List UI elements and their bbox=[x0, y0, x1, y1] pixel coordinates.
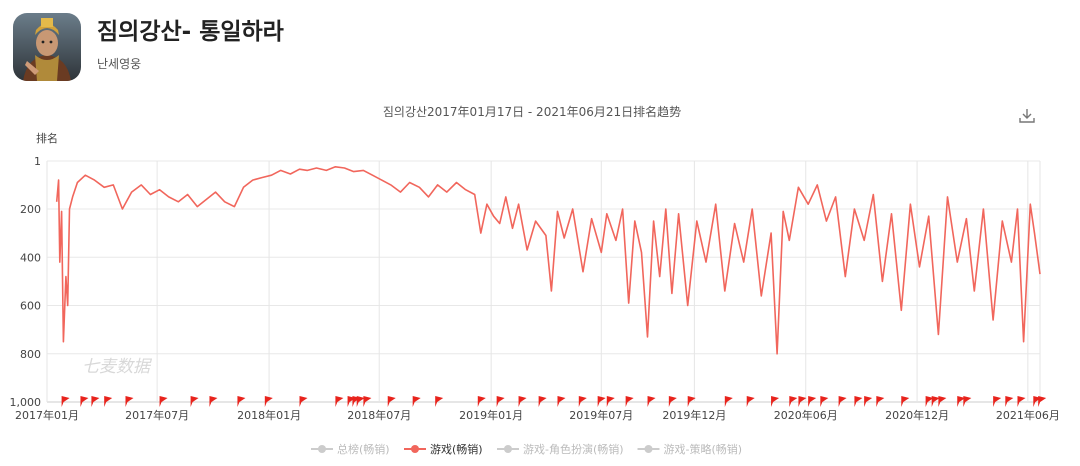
event-flag-icon bbox=[864, 396, 873, 407]
event-flag-icon bbox=[668, 396, 677, 407]
event-flag-icon bbox=[647, 396, 656, 407]
legend-swatch-dot bbox=[644, 445, 653, 453]
warrior-portrait-icon bbox=[13, 13, 81, 81]
y-tick-label: 400 bbox=[20, 251, 41, 264]
x-tick-label: 2019年12月 bbox=[662, 408, 726, 422]
event-flag-icon bbox=[625, 396, 634, 407]
event-flag-icon bbox=[1005, 396, 1014, 407]
event-flag-icon bbox=[1017, 396, 1026, 407]
event-flag-icon bbox=[518, 396, 527, 407]
event-flag-icon bbox=[854, 396, 863, 407]
legend-item-label[interactable]: 总榜(畅销) bbox=[337, 442, 390, 456]
event-flag-icon bbox=[209, 396, 218, 407]
app-developer: 난세영웅 bbox=[97, 57, 142, 71]
event-flag-icon bbox=[125, 396, 134, 407]
x-tick-label: 2019年01月 bbox=[459, 408, 523, 422]
event-flag-icon bbox=[538, 396, 547, 407]
event-flag-icon bbox=[724, 396, 733, 407]
event-flag-icon bbox=[477, 396, 486, 407]
event-flag-icon bbox=[159, 396, 168, 407]
event-flag-icon bbox=[876, 396, 885, 407]
event-flag-icon bbox=[925, 396, 934, 407]
legend-swatch-dot bbox=[318, 445, 326, 453]
event-flag-icon bbox=[190, 396, 199, 407]
event-flag-icon bbox=[798, 396, 807, 407]
event-flag-icon bbox=[435, 396, 444, 407]
legend-swatch-dot bbox=[411, 445, 419, 453]
event-flag-icon bbox=[808, 396, 817, 407]
event-flag-icon bbox=[299, 396, 308, 407]
event-flag-icon bbox=[237, 396, 246, 407]
event-flag-icon bbox=[938, 396, 947, 407]
event-flag-icon bbox=[335, 396, 344, 407]
app-title: 짐의강산- 통일하라 bbox=[97, 19, 284, 45]
series-line bbox=[55, 166, 1041, 355]
event-flag-icon bbox=[820, 396, 829, 407]
event-flag-icon bbox=[578, 396, 587, 407]
y-tick-label: 600 bbox=[20, 300, 41, 313]
x-tick-label: 2017年07月 bbox=[125, 408, 189, 422]
event-flag-icon bbox=[104, 396, 113, 407]
event-flag-icon bbox=[963, 396, 972, 407]
event-flag-icon bbox=[931, 396, 940, 407]
y-tick-label: 1 bbox=[34, 155, 41, 168]
event-flag-icon bbox=[597, 396, 606, 407]
x-tick-label: 2020年06月 bbox=[774, 408, 838, 422]
event-flag-icon bbox=[606, 396, 615, 407]
download-button[interactable] bbox=[1017, 106, 1037, 126]
event-flag-icon bbox=[61, 396, 70, 407]
y-tick-label: 200 bbox=[20, 203, 41, 216]
y-tick-label: 1,000 bbox=[10, 396, 42, 409]
x-tick-label: 2020年12月 bbox=[885, 408, 949, 422]
event-flag-icon bbox=[1038, 396, 1047, 407]
event-flag-icon bbox=[91, 396, 100, 407]
app-icon bbox=[13, 13, 81, 81]
event-flag-icon bbox=[838, 396, 847, 407]
x-tick-label: 2019年07月 bbox=[569, 408, 633, 422]
x-tick-label: 2021年06月 bbox=[996, 408, 1060, 422]
event-flag-icon bbox=[789, 396, 798, 407]
x-tick-label: 2017年01月 bbox=[15, 408, 79, 422]
legend-item-label[interactable]: 游戏-策略(畅销) bbox=[664, 442, 743, 456]
event-flag-icon bbox=[993, 396, 1002, 407]
event-flag-icon bbox=[957, 396, 966, 407]
event-flag-icon bbox=[771, 396, 780, 407]
legend-item-label[interactable]: 游戏(畅销) bbox=[430, 442, 483, 456]
event-flag-icon bbox=[363, 396, 372, 407]
event-flag-icon bbox=[687, 396, 696, 407]
event-flag-icon bbox=[387, 396, 396, 407]
event-flag-icon bbox=[901, 396, 910, 407]
event-flag-icon bbox=[496, 396, 505, 407]
watermark: 七麦数据 bbox=[82, 357, 153, 377]
event-flag-icon bbox=[412, 396, 421, 407]
event-flag-icon bbox=[264, 396, 273, 407]
event-flag-icon bbox=[80, 396, 89, 407]
x-tick-label: 2018年01月 bbox=[237, 408, 301, 422]
chart-title: 짐의강산2017年01月17日 - 2021年06月21日排名趋势 bbox=[383, 104, 681, 119]
event-flag-icon bbox=[557, 396, 566, 407]
event-flag-icon bbox=[746, 396, 755, 407]
event-flag-icon bbox=[356, 396, 365, 407]
x-tick-label: 2018年07月 bbox=[347, 408, 411, 422]
y-tick-label: 800 bbox=[20, 348, 41, 361]
y-axis-label: 排名 bbox=[36, 131, 58, 145]
legend-item-label[interactable]: 游戏-角色扮演(畅销) bbox=[523, 442, 624, 456]
download-icon bbox=[1019, 109, 1035, 123]
legend-swatch-dot bbox=[504, 445, 512, 453]
